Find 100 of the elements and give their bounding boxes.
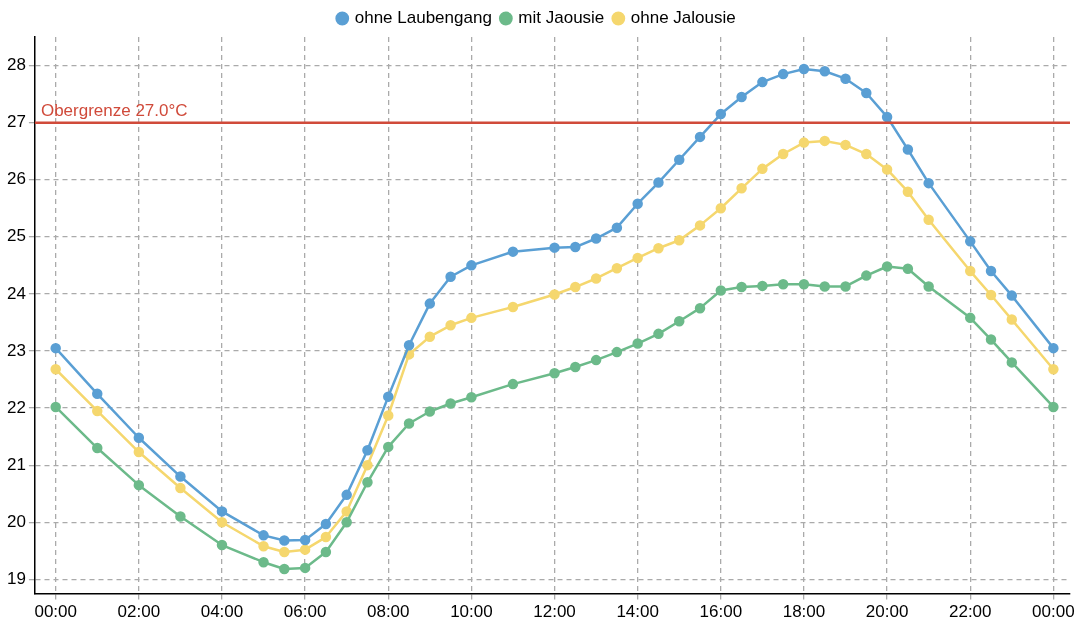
point bbox=[1006, 290, 1018, 301]
x-tick-label: 16:00 bbox=[699, 602, 743, 622]
point bbox=[964, 236, 976, 247]
point bbox=[445, 320, 456, 331]
point bbox=[881, 261, 893, 272]
point bbox=[819, 66, 830, 77]
x-tick-label: 00:00 bbox=[34, 602, 77, 622]
point bbox=[985, 265, 997, 277]
point bbox=[632, 338, 643, 349]
point bbox=[757, 76, 768, 88]
point bbox=[611, 346, 623, 358]
y-tick-label: 25 bbox=[6, 226, 26, 246]
point bbox=[694, 220, 706, 231]
point bbox=[445, 398, 456, 409]
x-tick-label: 08:00 bbox=[366, 602, 410, 622]
point bbox=[341, 489, 352, 501]
legend-label: mit Jaousie bbox=[518, 8, 605, 28]
point bbox=[362, 477, 373, 488]
y-tick-label: 28 bbox=[6, 55, 26, 75]
y-tick-label: 23 bbox=[6, 340, 26, 360]
point bbox=[216, 506, 228, 517]
point bbox=[216, 516, 228, 528]
point bbox=[673, 316, 685, 327]
point bbox=[653, 328, 664, 340]
point bbox=[715, 108, 727, 120]
point bbox=[757, 163, 768, 175]
point bbox=[175, 471, 186, 482]
point bbox=[279, 535, 290, 546]
x-tick-label: 22:00 bbox=[948, 602, 992, 622]
y-tick-label: 21 bbox=[6, 454, 26, 474]
point bbox=[133, 432, 145, 443]
x-tick-label: 12:00 bbox=[533, 602, 576, 622]
point bbox=[403, 340, 415, 351]
point bbox=[1006, 314, 1018, 325]
point bbox=[840, 139, 851, 151]
point bbox=[715, 203, 727, 214]
point bbox=[902, 263, 914, 275]
point bbox=[798, 63, 810, 75]
point bbox=[777, 148, 789, 160]
point bbox=[840, 281, 851, 292]
point bbox=[673, 154, 685, 165]
point bbox=[50, 342, 61, 354]
point bbox=[611, 222, 623, 233]
point bbox=[923, 177, 934, 189]
point bbox=[819, 281, 830, 292]
point bbox=[92, 442, 103, 454]
point bbox=[1048, 364, 1059, 375]
point bbox=[590, 354, 602, 366]
x-tick-label: 14:00 bbox=[616, 602, 659, 622]
y-tick-label: 26 bbox=[6, 169, 26, 189]
point bbox=[611, 262, 623, 274]
point bbox=[590, 233, 602, 244]
point bbox=[840, 73, 851, 84]
point bbox=[861, 148, 872, 160]
point bbox=[258, 556, 269, 568]
y-tick-label: 27 bbox=[6, 112, 26, 132]
x-tick-label: 02:00 bbox=[117, 602, 161, 622]
point bbox=[320, 531, 332, 543]
point bbox=[902, 186, 914, 197]
point bbox=[341, 516, 352, 528]
point bbox=[299, 534, 311, 546]
point bbox=[861, 87, 872, 99]
point bbox=[736, 183, 747, 194]
point bbox=[549, 289, 560, 300]
point bbox=[923, 214, 934, 225]
x-tick-label: 20:00 bbox=[865, 602, 909, 622]
point bbox=[383, 391, 394, 402]
point bbox=[549, 367, 560, 379]
legend-label: ohne Laubengang bbox=[354, 8, 492, 28]
point bbox=[964, 312, 976, 324]
y-tick-label: 22 bbox=[6, 397, 26, 417]
point bbox=[590, 273, 602, 284]
x-tick-label: 06:00 bbox=[283, 602, 327, 622]
point bbox=[362, 459, 373, 471]
point bbox=[1006, 357, 1018, 368]
point bbox=[299, 544, 311, 555]
y-tick-label: 19 bbox=[6, 569, 26, 589]
point bbox=[570, 241, 581, 253]
point bbox=[757, 280, 768, 292]
point bbox=[1048, 401, 1059, 413]
point bbox=[694, 131, 706, 143]
y-tick-label: 20 bbox=[6, 511, 26, 531]
point bbox=[549, 242, 560, 253]
point bbox=[362, 445, 373, 456]
point bbox=[216, 539, 228, 551]
x-tick-label: 10:00 bbox=[450, 602, 493, 622]
point bbox=[403, 418, 415, 429]
point bbox=[798, 137, 810, 148]
point bbox=[632, 198, 643, 209]
x-tick-label: 18:00 bbox=[782, 602, 826, 622]
point bbox=[507, 301, 519, 313]
point bbox=[50, 401, 61, 413]
point bbox=[175, 511, 186, 522]
point bbox=[320, 546, 332, 558]
point bbox=[175, 482, 186, 494]
point bbox=[92, 388, 103, 400]
point bbox=[320, 518, 332, 530]
point bbox=[985, 289, 997, 301]
point bbox=[92, 405, 103, 417]
point bbox=[424, 331, 436, 342]
